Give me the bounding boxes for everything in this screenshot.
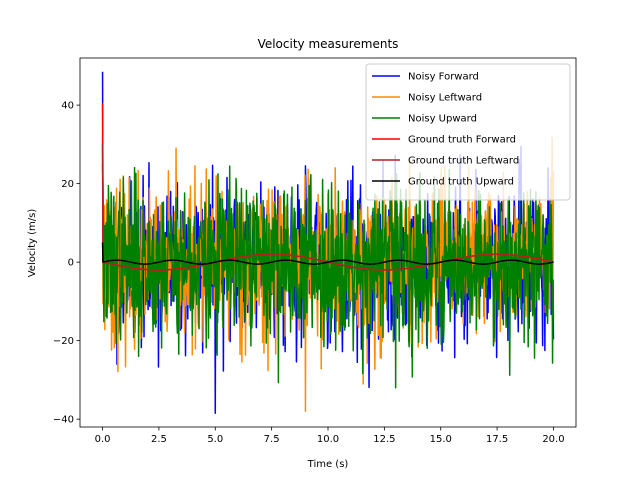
y-tick-label: −20 (53, 336, 74, 347)
y-tick-label: 0 (68, 258, 74, 269)
legend-item: Ground truth Upward (372, 177, 514, 188)
line-noisy-upward (101, 163, 555, 389)
legend: Noisy Forward Noisy Leftward Noisy Upward G… (365, 63, 571, 201)
x-tick-label: 12.5 (373, 434, 395, 445)
y-axis-label: Velocity (m/s) (27, 209, 38, 278)
series-ground-truth-upward (101, 242, 554, 265)
x-tick-label: 2.5 (151, 434, 167, 445)
legend-label: Ground truth Leftward (408, 156, 519, 167)
legend-label: Noisy Upward (408, 114, 477, 125)
series-noisy-upward (101, 163, 555, 389)
legend-item: Noisy Leftward (372, 93, 482, 104)
y-tick-label: −40 (53, 415, 74, 426)
legend-item: Noisy Forward (372, 72, 479, 83)
legend-label: Noisy Forward (408, 72, 479, 83)
x-tick-label: 5.0 (207, 434, 223, 445)
x-tick-label: 20.0 (542, 434, 564, 445)
legend-item: Noisy Upward (372, 114, 477, 125)
x-tick-label: 17.5 (486, 434, 508, 445)
x-axis-label: Time (s) (307, 459, 349, 470)
legend-label: Ground truth Forward (408, 135, 516, 146)
legend-item: Ground truth Forward (372, 135, 516, 146)
x-tick-label: 15.0 (430, 434, 452, 445)
x-tick-label: 10.0 (317, 434, 339, 445)
x-tick-label: 0.0 (95, 434, 111, 445)
y-tick-label: 20 (61, 179, 74, 190)
chart-title: Velocity measurements (258, 37, 399, 51)
y-tick-label: 40 (61, 101, 74, 112)
legend-box (365, 63, 571, 201)
legend-label: Noisy Leftward (408, 93, 482, 104)
legend-item: Ground truth Leftward (372, 156, 519, 167)
legend-label: Ground truth Upward (408, 177, 514, 188)
line-ground-truth-upward (101, 242, 554, 265)
x-tick-label: 7.5 (264, 434, 280, 445)
